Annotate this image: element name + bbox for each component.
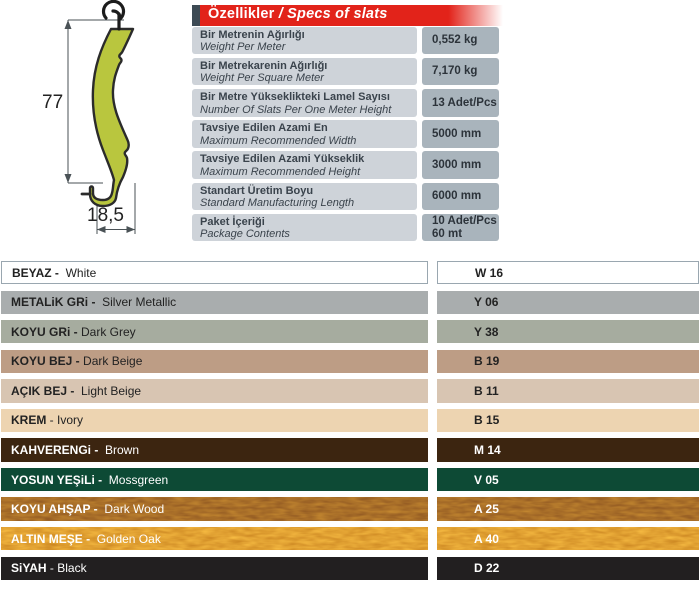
svg-text:18,5: 18,5 [87, 205, 124, 226]
svg-text:77: 77 [42, 92, 63, 113]
